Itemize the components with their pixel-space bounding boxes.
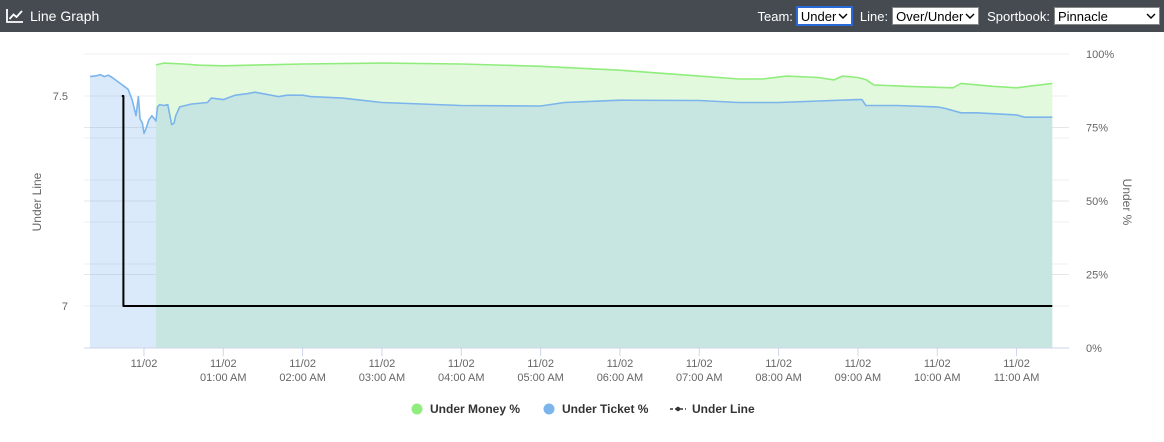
legend-item[interactable]: Under Money %	[411, 402, 521, 416]
area-under-money-	[155, 63, 1053, 348]
line-chart-icon	[6, 9, 23, 23]
line-select-value: Over/Under	[896, 8, 964, 24]
x-tick-date: 11/02	[1003, 358, 1030, 370]
sportbook-label: Sportbook:	[987, 8, 1050, 24]
team-select[interactable]: Under	[795, 6, 853, 26]
x-tick-time: 04:00 AM	[438, 372, 484, 384]
y-right-tick-label: 25%	[1086, 270, 1108, 282]
area-under-ticket-	[90, 74, 1053, 348]
line-under-money-	[155, 62, 1053, 89]
x-tick-time: 08:00 AM	[755, 372, 801, 384]
legend: Under Money % Under Ticket % Under Line	[411, 402, 755, 416]
series-areas	[90, 63, 1053, 348]
x-tick-date: 11/02	[845, 358, 872, 370]
line-under-line	[121, 95, 1053, 307]
line-chart: 100% 75% 50% 25% 0% 7.5 7 11/02 11/02 01:00 AM 11/…	[30, 49, 1134, 416]
team-select-value: Under	[800, 8, 837, 24]
title-group: Line Graph	[6, 0, 99, 32]
x-tick-date: 11/02	[369, 358, 396, 370]
x-tick-date: 11/02	[289, 358, 316, 370]
x-tick-date: 11/02	[527, 358, 554, 370]
x-tick-time: 05:00 AM	[517, 372, 563, 384]
y-right-tick-label: 100%	[1086, 49, 1114, 61]
legend-label: Under Ticket %	[562, 402, 649, 416]
y-right-tick-label: 50%	[1086, 196, 1108, 208]
x-tick-date: 11/02	[448, 358, 475, 370]
x-tick-date: 11/02	[131, 358, 158, 370]
legend-item[interactable]: Under Ticket %	[543, 402, 649, 416]
filter-controls: Team: Under Line: Over/Under Sportbook: …	[750, 0, 1160, 32]
x-tick-time: 09:00 AM	[835, 372, 881, 384]
y-axis-left-title: Under Line	[30, 172, 44, 231]
y-left-tick-label: 7.5	[53, 91, 68, 103]
axes: 100% 75% 50% 25% 0% 7.5 7 11/02 11/02 01:00 AM 11/…	[53, 49, 1115, 384]
legend-label: Under Money %	[430, 402, 520, 416]
x-tick-date: 11/02	[765, 358, 792, 370]
y-right-tick-label: 75%	[1086, 123, 1108, 135]
legend-symbol-dot	[675, 406, 681, 412]
x-tick-time: 03:00 AM	[359, 372, 405, 384]
x-tick-time: 02:00 AM	[279, 372, 325, 384]
legend-item[interactable]: Under Line	[670, 402, 755, 416]
x-tick-time: 01:00 AM	[200, 372, 246, 384]
x-tick-time: 11:00 AM	[994, 372, 1040, 384]
y-left-tick-label: 7	[62, 301, 68, 313]
x-tick-time: 07:00 AM	[676, 372, 722, 384]
chart-header: Line Graph Team: Under Line: Over/Under …	[0, 0, 1164, 32]
legend-symbol	[411, 403, 423, 415]
chevron-down-icon	[965, 13, 975, 19]
legend-label: Under Line	[692, 402, 755, 416]
sportbook-select-value: Pinnacle	[1058, 8, 1108, 24]
x-tick-time: 06:00 AM	[597, 372, 643, 384]
line-label: Line:	[859, 8, 889, 24]
y-right-tick-label: 0%	[1086, 343, 1102, 355]
x-tick-date: 11/02	[686, 358, 713, 370]
x-tick-date: 11/02	[607, 358, 634, 370]
x-tick-time: 10:00 AM	[914, 372, 960, 384]
x-tick-date: 11/02	[924, 358, 951, 370]
team-label: Team:	[757, 8, 793, 24]
x-tick-date: 11/02	[210, 358, 237, 370]
sportbook-select[interactable]: Pinnacle	[1054, 7, 1160, 25]
line-select[interactable]: Over/Under	[892, 7, 980, 25]
chevron-down-icon	[838, 13, 848, 19]
chevron-down-icon	[1146, 13, 1156, 19]
legend-symbol	[543, 403, 555, 415]
page-title: Line Graph	[30, 8, 100, 24]
line-under-ticket-	[89, 73, 1053, 135]
series-lines	[89, 62, 1053, 307]
y-axis-right-title: Under %	[1120, 179, 1134, 226]
